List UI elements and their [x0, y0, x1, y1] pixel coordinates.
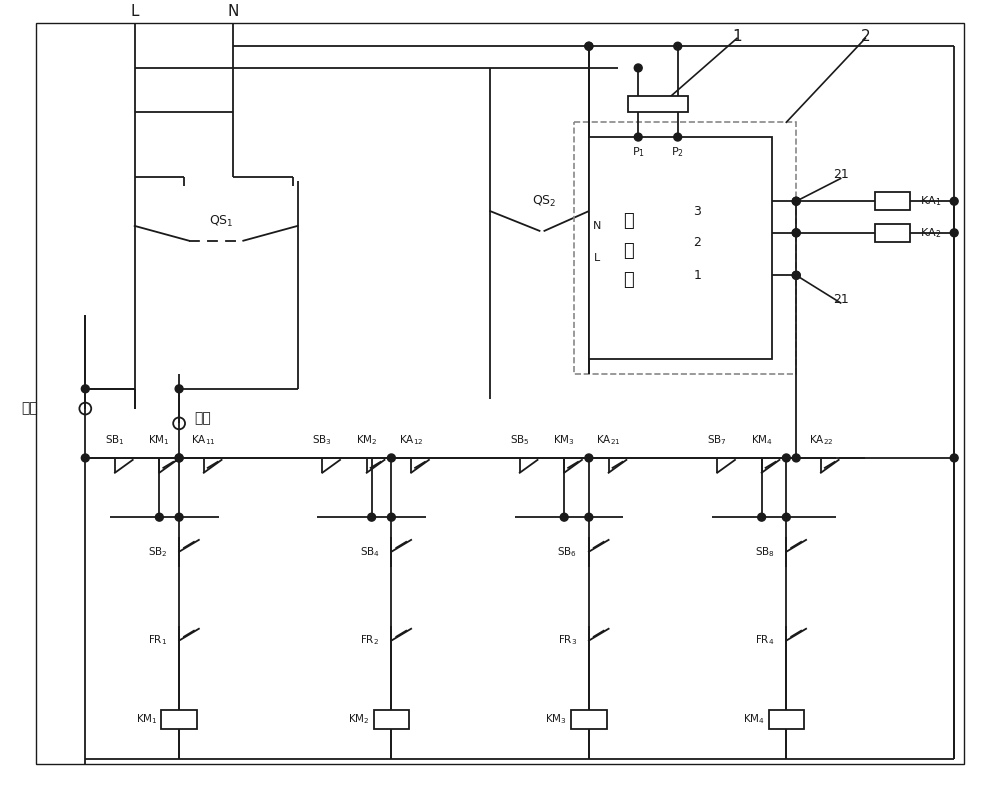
Text: KM$_4$: KM$_4$ [743, 713, 765, 727]
Circle shape [585, 42, 593, 50]
Circle shape [175, 454, 183, 462]
Text: KM$_2$: KM$_2$ [348, 713, 370, 727]
Bar [875, 192, 910, 210]
Text: SB$_6$: SB$_6$ [557, 545, 577, 559]
Bar [574, 122, 796, 374]
Circle shape [792, 198, 800, 205]
Circle shape [782, 454, 790, 462]
Text: 1: 1 [732, 29, 742, 44]
Text: KM$_3$: KM$_3$ [545, 713, 567, 727]
Text: N: N [593, 221, 601, 231]
Text: QS$_1$: QS$_1$ [209, 214, 234, 229]
Text: SB$_4$: SB$_4$ [360, 545, 380, 559]
Circle shape [792, 229, 800, 237]
Bar [571, 709, 607, 729]
Text: KA$_1$: KA$_1$ [920, 194, 941, 208]
Circle shape [175, 513, 183, 521]
Text: KM$_4$: KM$_4$ [751, 434, 773, 447]
Text: KA$_{12}$: KA$_{12}$ [399, 434, 423, 447]
Text: 3: 3 [694, 205, 701, 218]
Text: KA$_{21}$: KA$_{21}$ [596, 434, 621, 447]
Text: 器: 器 [623, 271, 634, 289]
Text: 21: 21 [833, 293, 849, 307]
Circle shape [387, 454, 395, 462]
Text: 自動: 自動 [194, 411, 211, 426]
Circle shape [81, 385, 89, 393]
Text: N: N [228, 3, 239, 18]
Circle shape [585, 42, 593, 50]
Circle shape [81, 454, 89, 462]
Text: FR$_3$: FR$_3$ [558, 634, 577, 647]
Text: KA$_{22}$: KA$_{22}$ [809, 434, 833, 447]
Text: FR$_2$: FR$_2$ [360, 634, 380, 647]
Circle shape [368, 513, 376, 521]
Circle shape [585, 454, 593, 462]
Circle shape [758, 513, 766, 521]
Circle shape [782, 513, 790, 521]
Circle shape [674, 133, 682, 141]
Text: KA$_{11}$: KA$_{11}$ [191, 434, 216, 447]
Text: SB$_2$: SB$_2$ [148, 545, 167, 559]
Circle shape [792, 198, 800, 205]
Text: 1: 1 [694, 269, 701, 282]
Text: 21: 21 [833, 168, 849, 181]
Bar [589, 137, 772, 359]
Text: FR$_4$: FR$_4$ [755, 634, 774, 647]
Text: 控: 控 [623, 241, 634, 260]
Text: SB$_5$: SB$_5$ [510, 434, 530, 447]
Text: SB$_3$: SB$_3$ [312, 434, 332, 447]
Text: KA$_2$: KA$_2$ [920, 226, 941, 240]
Bar [161, 709, 197, 729]
Circle shape [585, 513, 593, 521]
Text: KM$_1$: KM$_1$ [136, 713, 157, 727]
Text: L: L [594, 253, 600, 262]
Bar [769, 709, 804, 729]
Text: 2: 2 [694, 236, 701, 249]
Circle shape [175, 385, 183, 393]
Circle shape [792, 271, 800, 279]
Bar [374, 709, 409, 729]
Text: L: L [130, 3, 139, 18]
Text: P$_2$: P$_2$ [671, 145, 684, 159]
Circle shape [792, 454, 800, 462]
Circle shape [175, 454, 183, 462]
Text: QS$_2$: QS$_2$ [532, 194, 557, 209]
Circle shape [950, 229, 958, 237]
Text: 溫: 溫 [623, 212, 634, 230]
Text: KM$_3$: KM$_3$ [553, 434, 575, 447]
Circle shape [792, 271, 800, 279]
Text: KM$_2$: KM$_2$ [356, 434, 378, 447]
Circle shape [950, 198, 958, 205]
Text: P$_1$: P$_1$ [632, 145, 645, 159]
Circle shape [674, 42, 682, 50]
Circle shape [792, 229, 800, 237]
Circle shape [560, 513, 568, 521]
Circle shape [634, 64, 642, 72]
Text: 2: 2 [861, 29, 870, 44]
Bar [875, 224, 910, 241]
Text: SB$_8$: SB$_8$ [755, 545, 774, 559]
Circle shape [387, 513, 395, 521]
Circle shape [634, 133, 642, 141]
Text: KM$_1$: KM$_1$ [148, 434, 170, 447]
Text: SB$_7$: SB$_7$ [707, 434, 727, 447]
Circle shape [155, 513, 163, 521]
Circle shape [950, 454, 958, 462]
Text: 手動: 手動 [21, 402, 38, 415]
Bar [628, 96, 688, 112]
Text: SB$_1$: SB$_1$ [105, 434, 125, 447]
Text: FR$_1$: FR$_1$ [148, 634, 167, 647]
